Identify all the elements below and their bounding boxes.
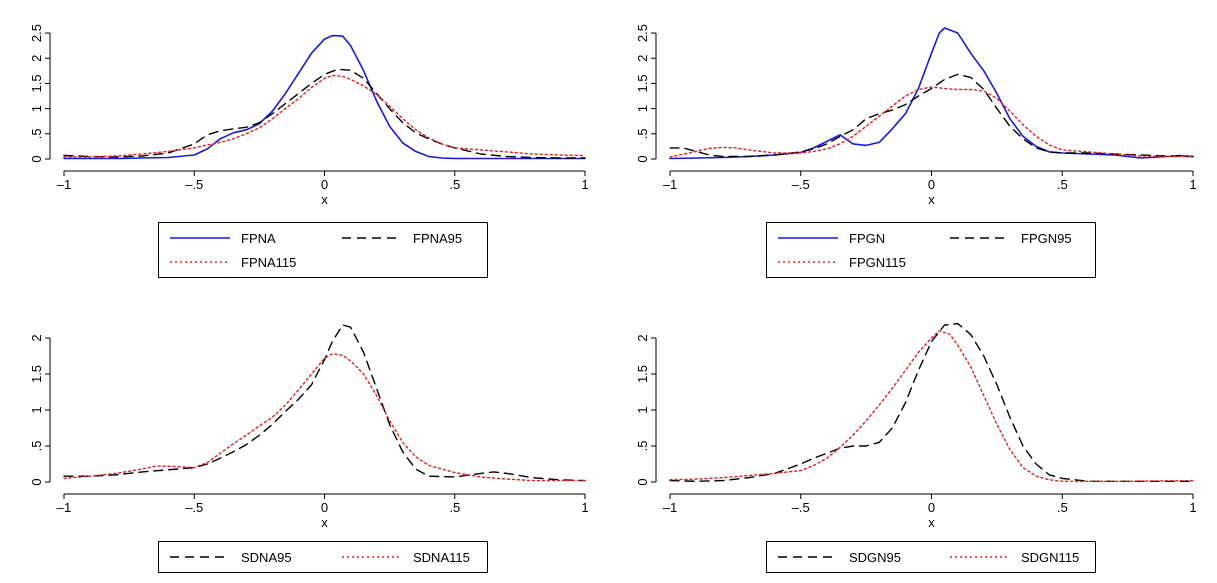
legend-label: FPNA95 — [413, 230, 463, 246]
legend-item-sdna95: SDNA95 — [169, 548, 292, 566]
legend-label: SDNA95 — [241, 549, 292, 565]
x-tick-label: .5 — [449, 177, 460, 192]
legend-swatch — [778, 556, 838, 558]
chart-svg: –1 –.5 0.5 1x0.511.52 — [635, 322, 1197, 530]
y-tick-label: 0 — [635, 155, 650, 162]
legend: FPNA FPNA95 FPNA115 — [158, 222, 488, 278]
y-tick-label: 2 — [29, 55, 44, 62]
series-line-fpgn95 — [669, 73, 1194, 158]
chart-svg: –1 –.5 0.5 1x0.511.522.5 — [29, 24, 589, 207]
legend-swatch — [342, 237, 402, 239]
x-tick-label: –1 — [663, 177, 677, 192]
y-tick-label: 0 — [29, 478, 44, 485]
chart-svg: –1 –.5 0.5 1x0.511.52 — [29, 324, 589, 530]
legend-item-fpna: FPNA — [169, 229, 276, 247]
series-line-sdgn95 — [669, 322, 1194, 482]
legend-item-sdna115: SDNA115 — [341, 548, 470, 566]
legend-item-fpna115: FPNA115 — [169, 253, 296, 271]
x-tick-label: .5 — [1057, 500, 1068, 515]
legend-item-fpna95: FPNA95 — [341, 229, 462, 247]
series-line-sdna115 — [63, 353, 586, 482]
x-tick-label: –.5 — [792, 500, 810, 515]
y-tick-label: .5 — [635, 128, 650, 139]
y-tick-label: 0 — [29, 155, 44, 162]
legend-swatch — [170, 261, 230, 263]
legend-label: FPGN95 — [1021, 230, 1072, 246]
y-tick-label: .5 — [29, 441, 44, 452]
legend-label: FPNA115 — [241, 254, 297, 270]
legend-item-fpgn: FPGN — [777, 229, 885, 247]
y-tick-label: 1.5 — [29, 74, 44, 92]
y-tick-label: 1 — [635, 406, 650, 413]
x-tick-label: 0 — [928, 177, 935, 192]
legend-swatch — [950, 237, 1010, 239]
x-tick-label: .5 — [449, 500, 460, 515]
legend-label: FPGN115 — [849, 254, 906, 270]
x-tick-label: –.5 — [185, 500, 203, 515]
x-tick-label: –1 — [57, 177, 71, 192]
chart-panel-fpna: –1 –.5 0.5 1 x 0.5 1 1.5 2 2.5 FPNA FPNA95 FPNA115 — [0, 0, 608, 291]
x-tick-label: 0 — [321, 500, 328, 515]
y-tick-label: 2.5 — [635, 24, 650, 42]
y-tick-label: 2.5 — [29, 24, 44, 42]
x-tick-label: 1 — [1189, 177, 1196, 192]
x-tick-label: 0 — [928, 500, 935, 515]
legend: SDGN95 SDGN115 — [766, 541, 1096, 573]
legend-label: FPGN — [849, 230, 886, 246]
x-axis-label: x — [928, 515, 935, 530]
y-tick-label: 2 — [29, 334, 44, 341]
legend-swatch — [170, 237, 230, 239]
x-tick-label: –.5 — [185, 177, 203, 192]
legend: FPGN FPGN95 FPGN115 — [766, 222, 1096, 278]
series-line-fpna — [63, 34, 586, 160]
y-tick-label: 1 — [635, 105, 650, 112]
x-axis-label: x — [321, 515, 328, 530]
x-tick-label: 1 — [581, 500, 588, 515]
legend-item-sdgn115: SDGN115 — [949, 548, 1079, 566]
y-tick-label: 0 — [635, 478, 650, 485]
y-tick-label: 1 — [29, 105, 44, 112]
chart-panel-sdna: –1 –.5 0.5 1 x 0.5 1 1.5 2 SDNA95 SDNA115 — [0, 292, 608, 583]
x-tick-label: 1 — [1189, 500, 1196, 515]
y-tick-label: 1.5 — [635, 74, 650, 92]
series-line-fpna95 — [63, 68, 586, 159]
x-tick-label: 1 — [581, 177, 588, 192]
x-axis-label: x — [321, 192, 328, 207]
y-tick-label: .5 — [635, 441, 650, 452]
legend-swatch — [778, 261, 838, 263]
y-tick-label: 1.5 — [635, 365, 650, 383]
y-tick-label: 1 — [29, 406, 44, 413]
legend-item-fpgn95: FPGN95 — [949, 229, 1072, 247]
legend-swatch — [950, 556, 1010, 558]
x-tick-label: –.5 — [792, 177, 810, 192]
series-line-sdgn115 — [669, 330, 1194, 482]
legend-label: FPNA — [241, 230, 276, 246]
chart-panel-sdgn: –1 –.5 0.5 1 x 0.5 1 1.5 2 SDGN95 SDGN115 — [608, 292, 1216, 583]
chart-panel-fpgn: –1 –.5 0.5 1 x 0.5 1 1.5 2 2.5 FPGN FPGN95 FPGN115 — [608, 0, 1216, 291]
legend-swatch — [778, 237, 838, 239]
x-tick-label: .5 — [1057, 177, 1068, 192]
legend-item-sdgn95: SDGN95 — [777, 548, 901, 566]
x-tick-label: 0 — [321, 177, 328, 192]
legend-label: SDGN115 — [1021, 549, 1080, 565]
legend-label: SDGN95 — [849, 549, 902, 565]
x-tick-label: –1 — [57, 500, 71, 515]
chart-svg: –1 –.5 0.5 1x0.511.522.5 — [635, 24, 1197, 207]
x-axis-label: x — [928, 192, 935, 207]
legend-swatch — [170, 556, 230, 558]
series-line-fpgn115 — [669, 86, 1194, 158]
legend-item-fpgn115: FPGN115 — [777, 253, 906, 271]
legend-label: SDNA115 — [413, 549, 470, 565]
y-tick-label: .5 — [29, 128, 44, 139]
legend-swatch — [342, 556, 402, 558]
legend: SDNA95 SDNA115 — [158, 541, 488, 573]
series-line-fpgn — [669, 27, 1194, 160]
y-tick-label: 2 — [635, 334, 650, 341]
x-tick-label: –1 — [663, 500, 677, 515]
series-line-sdna95 — [63, 324, 586, 482]
series-line-fpna115 — [63, 74, 586, 158]
y-tick-label: 1.5 — [29, 365, 44, 383]
y-tick-label: 2 — [635, 55, 650, 62]
